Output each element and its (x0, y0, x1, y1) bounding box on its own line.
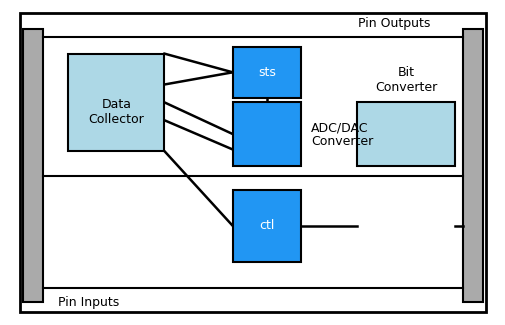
Text: ADC/DAC: ADC/DAC (311, 122, 368, 135)
Bar (23, 29, 43, 302)
Bar (232, 102, 300, 166)
Text: Pin Outputs: Pin Outputs (358, 17, 430, 30)
Text: Pin Inputs: Pin Inputs (58, 296, 119, 309)
Text: Data
Collector: Data Collector (88, 98, 144, 126)
Bar (356, 102, 454, 166)
Text: Converter: Converter (311, 135, 373, 148)
Bar (232, 190, 300, 262)
Text: ctl: ctl (259, 219, 274, 232)
Bar (462, 29, 482, 302)
Bar (68, 54, 164, 151)
Text: Bit
Converter: Bit Converter (374, 66, 436, 94)
Text: sts: sts (258, 66, 275, 79)
Bar (232, 47, 300, 98)
